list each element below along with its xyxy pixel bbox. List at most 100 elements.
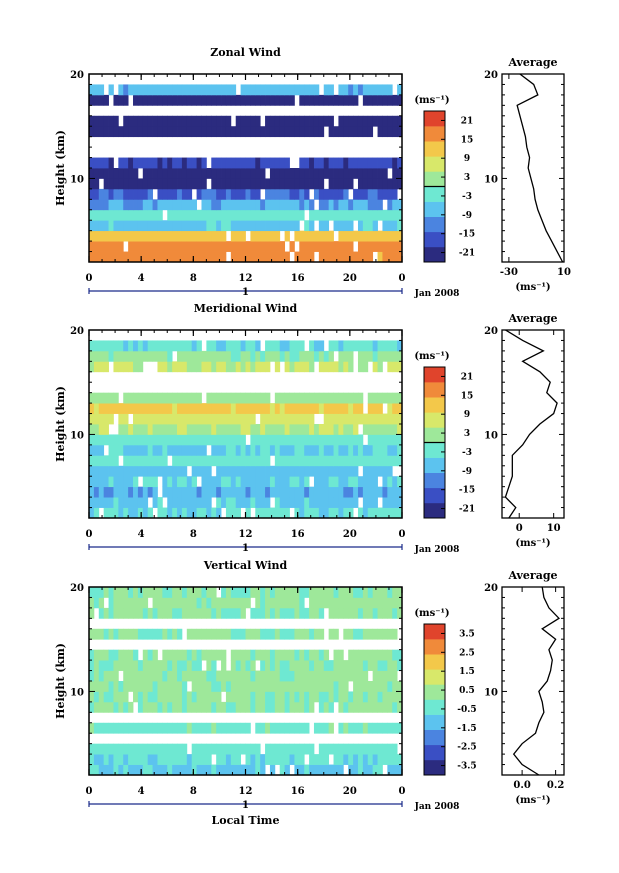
heatmap-cell [318, 209, 325, 221]
heatmap-cell [167, 670, 173, 682]
colorbar-swatch [424, 201, 445, 217]
y-tick-label: 10 [70, 430, 84, 441]
heatmap-cell [216, 424, 222, 435]
heatmap-cell [230, 413, 237, 425]
heatmap-cell [392, 670, 398, 682]
heatmap-cell [299, 340, 305, 352]
heatmap-cell [309, 361, 315, 373]
heatmap-cell [377, 691, 383, 703]
heatmap-cell [250, 424, 256, 435]
heatmap-cell [137, 178, 144, 190]
heatmap-cell [250, 476, 256, 488]
heatmap-cell [211, 587, 217, 598]
heatmap-cell [167, 754, 173, 765]
heatmap-cell [333, 497, 339, 508]
heatmap-cell [98, 444, 105, 456]
heatmap-cell [235, 670, 242, 682]
heatmap-cell [304, 691, 310, 703]
heatmap-cell [304, 681, 310, 692]
y-tick-label: 20 [70, 70, 84, 81]
heatmap-cell [225, 587, 232, 598]
heatmap-cell [172, 670, 178, 682]
y-tick-label: 20 [70, 583, 84, 594]
heatmap-cell [89, 691, 95, 703]
heatmap-cell [333, 434, 339, 446]
heatmap-cell [118, 188, 124, 200]
heatmap-cell [93, 126, 100, 138]
heatmap-cell [167, 168, 173, 179]
heatmap-cell [137, 126, 144, 138]
heatmap-cell [353, 587, 359, 598]
heatmap-cell [235, 764, 242, 776]
heatmap-cell [338, 486, 344, 498]
heatmap-cell [377, 465, 383, 477]
heatmap-cell [343, 660, 349, 671]
heatmap-cell [216, 764, 222, 776]
heatmap-cell [309, 350, 315, 362]
heatmap-cell [279, 434, 286, 446]
heatmap-cell [392, 199, 398, 211]
heatmap-cell [382, 587, 388, 598]
heatmap-cell [362, 94, 369, 106]
heatmap-cell [240, 241, 246, 252]
heatmap-cell [260, 444, 266, 456]
heatmap-cell [343, 209, 349, 221]
heatmap-cell [157, 754, 163, 765]
heatmap-cell [186, 392, 193, 404]
heatmap-cell [338, 434, 344, 446]
heatmap-cell [269, 84, 276, 96]
heatmap-cell [128, 424, 134, 435]
heatmap-cell [147, 465, 153, 477]
heatmap-cell [387, 403, 393, 414]
heatmap-cell [103, 434, 109, 446]
heatmap-cell [304, 497, 310, 508]
heatmap-cell [353, 84, 359, 96]
heatmap-cell [147, 230, 153, 242]
heatmap-cell [216, 241, 222, 252]
heatmap-cell [362, 628, 369, 640]
heatmap-cell [372, 587, 378, 598]
heatmap-cell [201, 764, 207, 776]
heatmap-cell [353, 168, 359, 179]
heatmap-cell [162, 115, 168, 127]
heatmap-cell [108, 465, 114, 477]
heatmap-cell [181, 434, 188, 446]
heatmap-cell [89, 424, 95, 435]
heatmap-cell [133, 444, 139, 456]
heatmap-cell [113, 444, 119, 456]
heatmap-cell [284, 444, 290, 456]
heatmap-cell [328, 434, 334, 446]
heatmap-cell [289, 94, 295, 106]
heatmap-cell [343, 157, 349, 169]
heatmap-cell [338, 84, 344, 96]
heatmap-cell [133, 497, 139, 508]
heatmap-cell [245, 649, 251, 661]
heatmap-cell [128, 392, 134, 404]
heatmap-cell [382, 607, 388, 619]
heatmap-cell [108, 497, 114, 508]
heatmap-cell [343, 94, 349, 106]
heatmap-cell [343, 691, 349, 703]
heatmap-cell [387, 628, 393, 640]
heatmap-cell [318, 754, 325, 765]
heatmap-cell [309, 628, 315, 640]
heatmap-row [89, 403, 403, 414]
heatmap-cell [328, 241, 334, 252]
heatmap-cell [128, 188, 134, 200]
heatmap-cell [123, 597, 129, 609]
colorbar-swatch [424, 111, 445, 127]
heatmap-cell [313, 444, 320, 456]
heatmap-cell [211, 455, 217, 467]
heatmap-cell [367, 230, 374, 242]
heatmap-cell [181, 209, 188, 221]
heatmap-cell [269, 670, 276, 682]
heatmap-cell [157, 126, 163, 138]
heatmap-cell [206, 754, 212, 765]
heatmap-cell [333, 587, 339, 598]
heatmap-cell [211, 681, 217, 692]
heatmap-cell [137, 486, 144, 498]
heatmap-cell [323, 660, 330, 671]
heatmap-cell [397, 115, 403, 127]
